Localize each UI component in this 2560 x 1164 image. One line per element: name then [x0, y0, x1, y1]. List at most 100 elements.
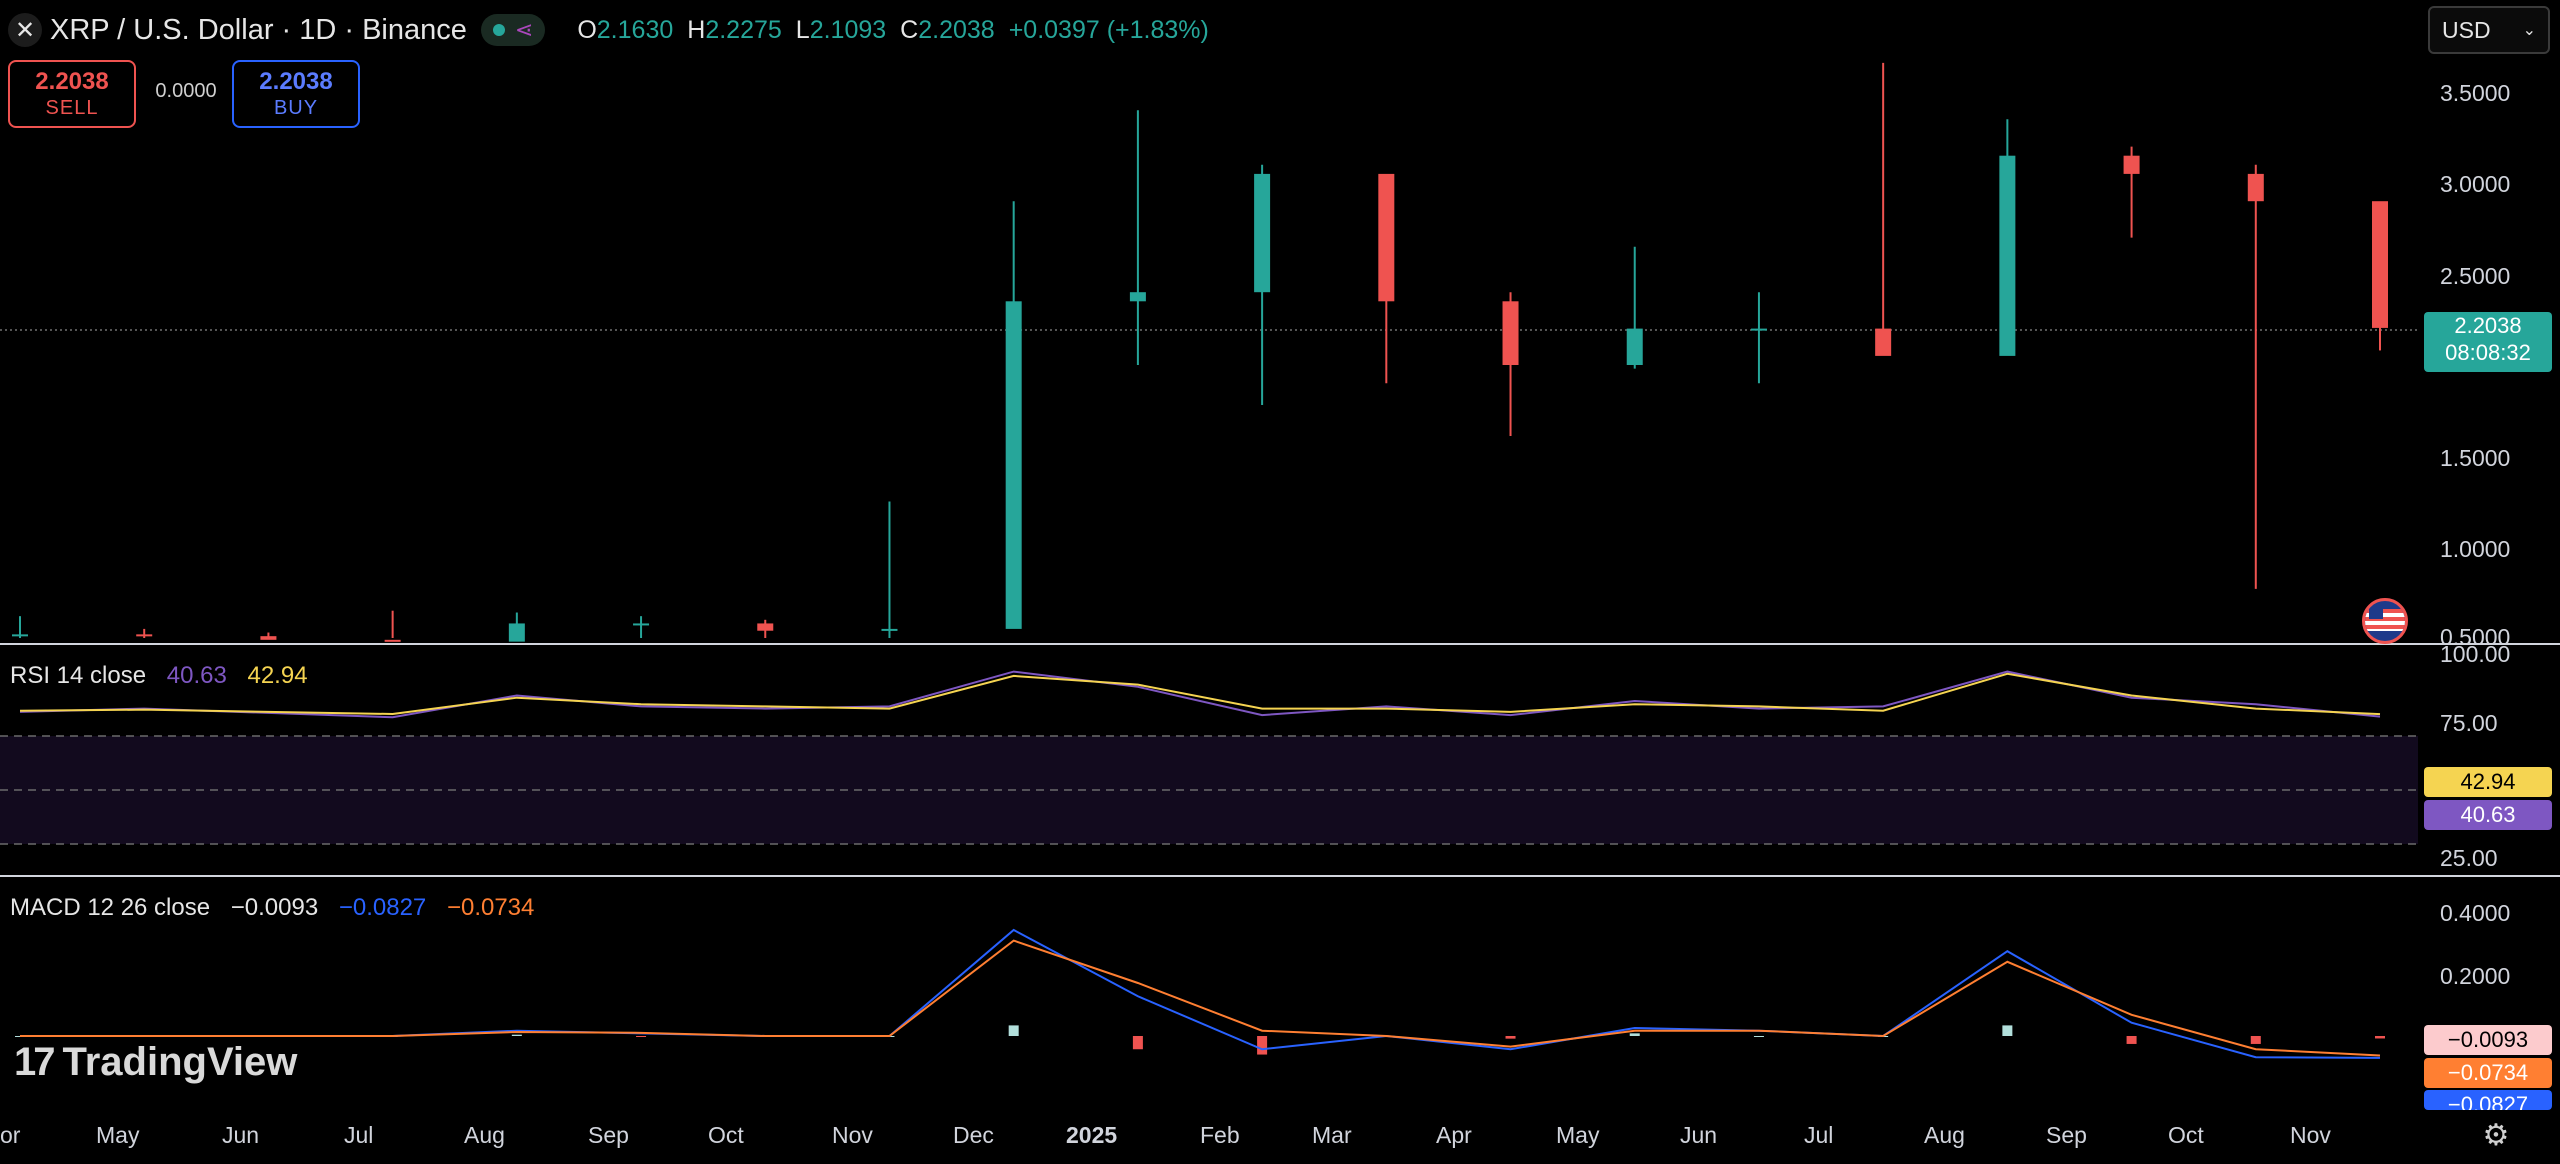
rsi-group [19, 670, 2381, 719]
bar-countdown: 08:08:32 [2445, 340, 2531, 365]
macd-hist-bar [636, 1036, 647, 1037]
price-tick: 3.0000 [2440, 171, 2510, 197]
open-label: O [577, 15, 597, 44]
time-label: May [1556, 1122, 1600, 1148]
macd-legend-title: MACD 12 26 close [10, 894, 211, 921]
macd-legend-signal: −0.0734 [446, 894, 535, 921]
last-price-tag: 2.2038 08:08:32 [2424, 312, 2552, 372]
macd-tick: 0.2000 [2440, 963, 2510, 989]
macd-hist-bar [1132, 1036, 1143, 1050]
rsi-legend-sma: 42.94 [247, 662, 308, 689]
macd-hist-bar [2250, 1036, 2261, 1044]
macd-hist-bar [1753, 1036, 1764, 1037]
buy-button[interactable]: 2.2038 BUY [232, 60, 360, 128]
time-label: Sep [588, 1122, 629, 1148]
price-tick: 1.0000 [2440, 536, 2510, 562]
time-label: or [0, 1122, 21, 1148]
rsi-legend[interactable]: RSI 14 close 40.63 42.94 [10, 662, 308, 690]
close-icon[interactable]: ✕ [8, 13, 42, 47]
currency-select[interactable]: USD ⌄ [2428, 6, 2550, 54]
candle-body [260, 636, 277, 640]
candle-body [1750, 328, 1767, 331]
macd-hist-bar [2002, 1025, 2013, 1036]
candle-body [1626, 328, 1643, 365]
time-label: Apr [1436, 1122, 1472, 1148]
price-tick: 0.5000 [2440, 624, 2510, 650]
rsi-tick: 100.00 [2440, 641, 2510, 667]
rsi-line [19, 670, 2381, 719]
candle-body [2123, 155, 2140, 174]
candle-body [633, 623, 650, 626]
time-label-year: 2025 [1066, 1122, 1117, 1148]
candle-body [136, 634, 153, 637]
time-label: Oct [2168, 1122, 2204, 1148]
candle-body [2372, 201, 2388, 328]
macd-hist-bar [1505, 1036, 1516, 1039]
price-tick: 2.5000 [2440, 263, 2510, 289]
candle-body [2247, 173, 2264, 202]
time-label: Mar [1312, 1122, 1352, 1148]
macd-legend-hist: −0.0093 [230, 894, 319, 921]
candle-body [12, 634, 28, 637]
candle-body [1378, 173, 1395, 302]
rsi-sma-line [19, 672, 2381, 716]
rsi-legend-title: RSI 14 close [10, 662, 147, 689]
spread-value: 0.0000 [155, 80, 217, 102]
price-tick: 1.5000 [2440, 445, 2510, 471]
high-value: 2.2275 [705, 15, 782, 44]
macd-hist-bar [1257, 1036, 1268, 1055]
sell-price: 2.2038 [35, 68, 109, 95]
candle-body [881, 628, 898, 631]
last-price-value: 2.2038 [2454, 313, 2522, 338]
candle-body [508, 623, 525, 642]
macd-hist-bar [511, 1034, 522, 1036]
currency-value: USD [2442, 16, 2491, 43]
market-status-pill[interactable]: ⋖ [480, 14, 546, 46]
rsi-tick: 25.00 [2440, 845, 2498, 871]
time-label: Aug [1924, 1122, 1965, 1148]
high-label: H [687, 15, 706, 44]
time-label: Sep [2046, 1122, 2087, 1148]
market-open-dot-icon [492, 24, 505, 36]
time-label: Jun [1680, 1122, 1717, 1148]
us-flag-event-icon[interactable] [2362, 598, 2408, 644]
sell-button[interactable]: 2.2038 SELL [8, 60, 136, 128]
close-label: C [900, 15, 919, 44]
candle-body [757, 623, 774, 631]
candles-group [12, 62, 2388, 642]
candle-body [1005, 301, 1022, 629]
macd-line [20, 928, 2381, 1059]
rsi-tick: 75.00 [2440, 710, 2498, 736]
macd-hist-tag: −0.0093 [2424, 1025, 2552, 1055]
macd-signal-line [20, 939, 2381, 1057]
rsi-sma-tag: 42.94 [2424, 767, 2552, 797]
macd-legend[interactable]: MACD 12 26 close −0.0093 −0.0827 −0.0734 [10, 894, 534, 922]
macd-hist-bar [1629, 1033, 1640, 1036]
time-label: Aug [464, 1122, 505, 1148]
low-label: L [795, 15, 810, 44]
macd-signal-tag: −0.0734 [2424, 1058, 2552, 1088]
macd-group [15, 928, 2385, 1059]
candle-body [1875, 328, 1892, 356]
time-label: May [96, 1122, 140, 1148]
candle-body [1254, 173, 1271, 293]
macd-tick: 0.4000 [2440, 900, 2510, 926]
symbol-title[interactable]: XRP / U.S. Dollar · 1D · Binance [50, 13, 467, 46]
candle-body [1502, 301, 1519, 365]
low-value: 2.1093 [809, 15, 887, 44]
buy-price: 2.2038 [259, 68, 333, 95]
open-value: 2.1630 [596, 15, 674, 44]
change-value: +0.0397 (+1.83%) [1008, 15, 1209, 44]
candle-body [384, 639, 401, 642]
settings-icon[interactable]: ⚙ [2482, 1119, 2510, 1152]
candle-body [1129, 292, 1146, 302]
time-label: Oct [708, 1122, 744, 1148]
time-label: Jul [344, 1122, 373, 1148]
time-axis[interactable]: or May Jun Jul Aug Sep Oct Nov Dec 2025 … [0, 1122, 2331, 1148]
tradingview-logo[interactable]: 17 TradingView [14, 1040, 297, 1085]
macd-line-tag: −0.0827 [2424, 1090, 2552, 1110]
tradingview-logo-text: TradingView [62, 1040, 298, 1084]
time-label: Jun [222, 1122, 259, 1148]
tradingview-mark-icon: 17 [14, 1040, 55, 1084]
